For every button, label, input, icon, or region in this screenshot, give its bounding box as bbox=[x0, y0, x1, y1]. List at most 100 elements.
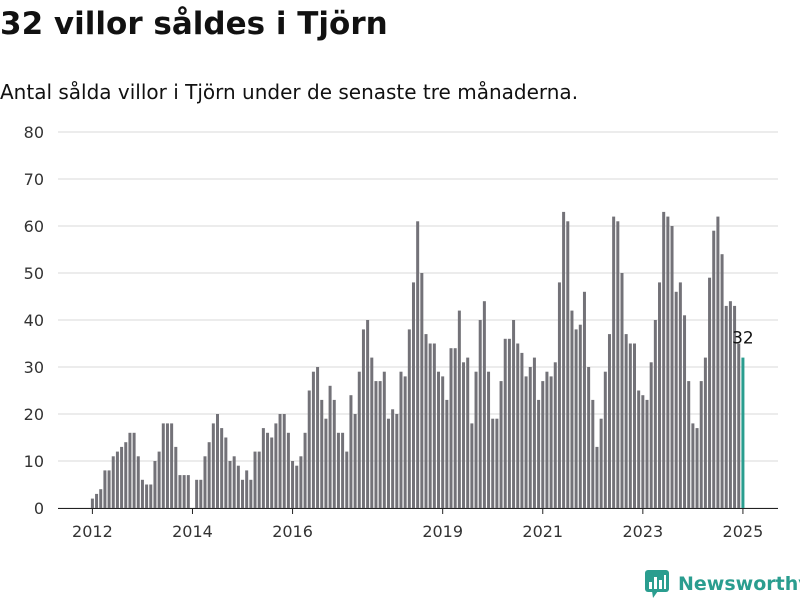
bar bbox=[645, 399, 649, 508]
bar bbox=[637, 390, 641, 508]
bar bbox=[666, 216, 670, 508]
bar bbox=[411, 282, 415, 508]
bar bbox=[95, 493, 99, 508]
bar bbox=[341, 432, 345, 508]
y-tick-label: 10 bbox=[24, 452, 44, 471]
bar bbox=[478, 320, 482, 508]
bar bbox=[541, 381, 545, 508]
bar bbox=[599, 418, 603, 508]
bar bbox=[249, 479, 253, 508]
bar bbox=[524, 376, 528, 508]
bar bbox=[403, 376, 407, 508]
bar bbox=[624, 334, 628, 508]
bar bbox=[549, 376, 553, 508]
bar bbox=[107, 470, 111, 508]
bar bbox=[320, 399, 324, 508]
bar bbox=[653, 320, 657, 508]
bar bbox=[545, 371, 549, 508]
bar bbox=[728, 301, 732, 508]
bar bbox=[211, 423, 215, 508]
bar bbox=[174, 446, 178, 508]
bar bbox=[499, 381, 503, 508]
bar bbox=[520, 352, 524, 508]
bar bbox=[507, 338, 511, 508]
bar bbox=[224, 437, 228, 508]
bar bbox=[432, 343, 436, 508]
bar bbox=[595, 446, 599, 508]
bar bbox=[466, 357, 470, 508]
bar bbox=[695, 428, 699, 508]
bar bbox=[716, 216, 720, 508]
bar bbox=[299, 456, 303, 508]
bar bbox=[428, 343, 432, 508]
bar bbox=[236, 465, 240, 508]
bar bbox=[578, 324, 582, 508]
bar bbox=[470, 423, 474, 508]
bar bbox=[482, 301, 486, 508]
bar bbox=[311, 371, 315, 508]
newsworthy-brand[interactable]: Newsworthy bbox=[644, 568, 800, 600]
bar bbox=[633, 343, 636, 508]
bar bbox=[574, 329, 578, 508]
bar bbox=[253, 451, 257, 508]
bar bbox=[140, 479, 144, 508]
bar bbox=[683, 315, 687, 508]
bar bbox=[607, 334, 611, 508]
bar bbox=[712, 230, 716, 508]
bar bbox=[157, 451, 161, 508]
bar bbox=[182, 475, 186, 508]
bar bbox=[149, 484, 153, 508]
bar bbox=[103, 470, 107, 508]
bar bbox=[553, 362, 557, 508]
bar bbox=[291, 461, 295, 508]
bar bbox=[662, 211, 666, 508]
bar bbox=[228, 461, 232, 508]
bar bbox=[370, 357, 374, 508]
bar bbox=[316, 367, 320, 508]
bar bbox=[232, 456, 236, 508]
bar bbox=[487, 371, 491, 508]
bar bbox=[407, 329, 411, 508]
bar bbox=[516, 343, 520, 508]
x-tick-label: 2019 bbox=[422, 522, 463, 541]
bar bbox=[90, 498, 94, 508]
bar bbox=[366, 320, 370, 508]
annotations: 32 bbox=[732, 329, 754, 349]
bar bbox=[136, 456, 140, 508]
bar bbox=[687, 381, 691, 508]
bar bbox=[124, 442, 128, 508]
bar bbox=[491, 418, 495, 508]
bar bbox=[570, 310, 574, 508]
bar bbox=[674, 291, 678, 508]
bar bbox=[708, 277, 712, 508]
x-axis-ticks: 2012 2014 2016 2019 2021 2023 2025 bbox=[72, 508, 763, 541]
bar bbox=[557, 282, 561, 508]
bar bbox=[528, 367, 532, 508]
bar bbox=[345, 451, 349, 508]
bar bbox=[720, 254, 724, 508]
y-tick-label: 40 bbox=[24, 311, 44, 330]
bar bbox=[495, 418, 499, 508]
bar bbox=[537, 399, 541, 508]
bar bbox=[274, 423, 278, 508]
bar bbox=[449, 348, 453, 508]
bar bbox=[220, 428, 224, 508]
bar bbox=[324, 418, 328, 508]
bar bbox=[733, 305, 737, 508]
bar-highlight bbox=[741, 357, 745, 508]
x-tick-label: 2021 bbox=[522, 522, 563, 541]
bar bbox=[153, 461, 157, 508]
bar bbox=[603, 371, 607, 508]
bar bbox=[737, 343, 741, 508]
bar bbox=[286, 432, 290, 508]
newsworthy-logo-icon bbox=[645, 570, 669, 598]
bar bbox=[332, 399, 336, 508]
bar bbox=[165, 423, 169, 508]
bar bbox=[437, 371, 441, 508]
bar bbox=[307, 390, 311, 508]
bar bbox=[170, 423, 174, 508]
chart-title: 32 villor såldes i Tjörn bbox=[0, 6, 388, 42]
bar bbox=[328, 385, 332, 508]
x-tick-label: 2014 bbox=[172, 522, 213, 541]
